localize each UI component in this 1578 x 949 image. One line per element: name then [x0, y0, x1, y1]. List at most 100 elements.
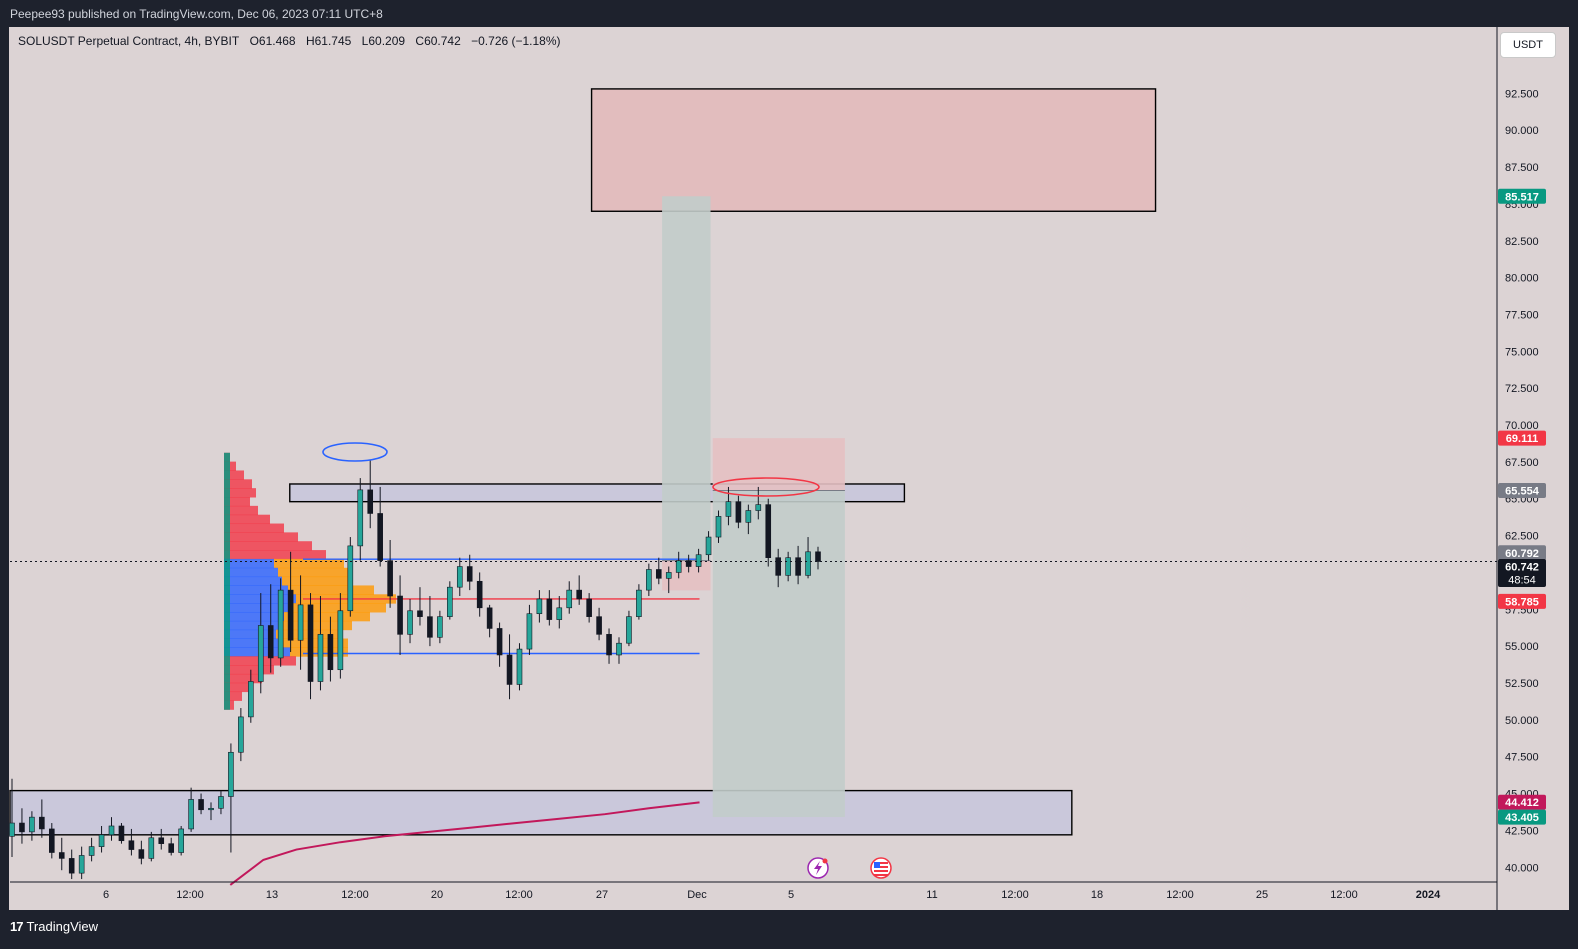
y-tick-label: 75.000	[1505, 346, 1539, 358]
candle-body	[228, 751, 234, 797]
candle	[526, 604, 533, 655]
candle	[357, 478, 364, 561]
volume-profile-bar-down	[282, 638, 348, 648]
volume-profile-bar-edge	[224, 452, 230, 463]
candle-body	[606, 634, 612, 656]
candle	[39, 799, 45, 838]
candle	[755, 486, 762, 520]
symbol-title[interactable]: SOLUSDT Perpetual Contract, 4h, BYBIT	[18, 34, 240, 48]
volume-profile-bar-edge	[224, 505, 230, 516]
candle	[805, 537, 811, 579]
time-axis[interactable]: 6 12:00 13 12:00 20 12:00 27 Dec 5 11 12:00 18 12:00…	[10, 881, 1497, 901]
candle	[536, 590, 543, 623]
candle-body	[576, 589, 582, 600]
y-tick-label: 52.500	[1505, 678, 1539, 690]
tradingview-logo[interactable]: 17 TradingView	[10, 919, 98, 934]
volume-profile-bar-edge	[224, 647, 230, 657]
volume-profile-bar-up	[224, 585, 288, 595]
high-circle-annotation	[322, 442, 388, 462]
candle	[427, 596, 433, 647]
event-icon-us-flag[interactable]	[870, 857, 892, 879]
candle-body	[118, 825, 125, 842]
volume-profile-bar-up	[224, 541, 312, 551]
volume-profile-bar-edge	[224, 461, 230, 471]
candle	[218, 790, 224, 815]
close-value: C60.742	[415, 34, 461, 48]
volume-profile-bar-down	[280, 620, 352, 631]
volume-profile-bar-up	[224, 673, 262, 684]
double-top-circle-annotation	[712, 477, 820, 497]
demand-zone[interactable]	[9, 789, 1073, 836]
volume-profile-bar-edge	[224, 620, 230, 631]
event-icon-flash[interactable]	[807, 857, 829, 879]
candle-body	[277, 589, 284, 659]
published-text: Peepee93 published on TradingView.com, D…	[10, 7, 383, 21]
candle-body	[745, 510, 752, 523]
candle	[118, 823, 125, 844]
price-label: 43.405	[1498, 809, 1546, 825]
volume-profile-bar-down	[274, 558, 344, 569]
volume-profile-bar-up	[224, 691, 242, 701]
candle-body	[317, 634, 324, 682]
price-label: 69.111	[1498, 430, 1546, 446]
price-axis[interactable]: 92.50090.00087.50085.00082.50080.00077.5…	[1496, 27, 1539, 910]
candle-body	[267, 625, 274, 659]
candle-body	[257, 625, 264, 682]
y-tick-label: 77.500	[1505, 309, 1539, 321]
x-tick-label: 12:00	[505, 889, 533, 901]
x-tick-label: 12:00	[1166, 889, 1194, 901]
currency-button[interactable]: USDT	[1500, 32, 1556, 58]
y-tick-label: 70.000	[1505, 420, 1539, 432]
candle	[397, 575, 403, 655]
short-position-2-stop-area[interactable]	[712, 438, 845, 491]
volume-profile-bar-edge	[224, 638, 230, 648]
candle	[367, 460, 374, 529]
candle-body	[775, 557, 781, 576]
volume-profile-bar-down	[290, 603, 386, 613]
volume-profile-bar-edge	[224, 700, 230, 710]
candle-body	[546, 598, 553, 620]
candle	[337, 593, 344, 679]
volume-profile-bar-edge	[224, 585, 230, 595]
candle	[745, 504, 752, 535]
volume-profile-bar-up	[224, 576, 282, 586]
x-tick-label: 6	[103, 889, 109, 901]
candle	[815, 546, 821, 570]
candle-body	[357, 489, 364, 547]
price-label: 60.792	[1498, 545, 1546, 561]
candle	[88, 837, 95, 862]
volume-profile-bar-up	[224, 505, 258, 516]
x-tick-label: 12:00	[176, 889, 204, 901]
volume-profile-bar-up	[224, 550, 326, 560]
candle-body	[586, 598, 592, 617]
price-label-text: 60.742	[1505, 561, 1539, 573]
moving-average[interactable]	[229, 801, 700, 886]
volume-profile-layer	[224, 452, 396, 710]
volume-profile-bar-up	[224, 638, 282, 648]
volume-profile-bar-edge	[224, 665, 230, 675]
candle-body	[646, 569, 652, 591]
candle	[29, 811, 35, 841]
candle-body	[765, 504, 772, 558]
price-label-bg	[1498, 809, 1546, 825]
supply-zone[interactable]	[590, 88, 1157, 212]
x-tick-label: 2024	[1416, 889, 1441, 901]
volume-profile-bar-up	[224, 603, 290, 613]
volume-profile-bar-up	[224, 558, 274, 569]
annotations-layer	[322, 442, 892, 879]
candle	[765, 498, 772, 567]
short-position-2-target-area[interactable]	[712, 490, 845, 818]
candle	[506, 634, 513, 700]
y-tick-label: 42.500	[1505, 825, 1539, 837]
candle	[238, 708, 244, 762]
candle	[257, 593, 264, 694]
candle-body	[337, 610, 344, 671]
short-position-1-target-area[interactable]	[662, 196, 711, 561]
volume-profile-bar-edge	[224, 479, 230, 489]
volume-profile-bar-up	[224, 488, 256, 498]
candle-body	[218, 796, 224, 809]
candle	[148, 831, 155, 862]
volume-profile-bar-edge	[224, 603, 230, 613]
